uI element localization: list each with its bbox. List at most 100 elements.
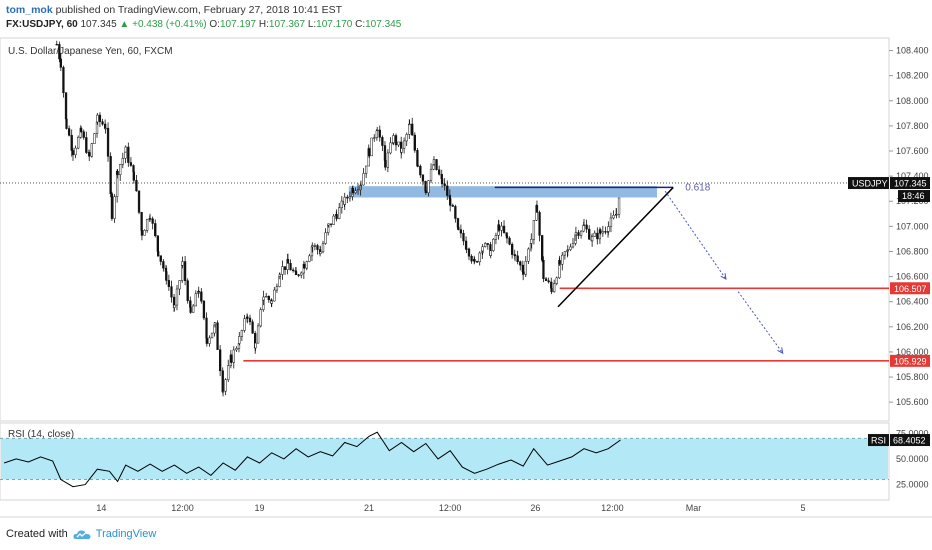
open-label: O:: [209, 19, 220, 30]
rsi-tag-label: RSI: [871, 436, 886, 446]
candle-body: [208, 337, 211, 344]
time-tick-label: 12:00: [439, 503, 462, 513]
fib-level-label: 0.618: [685, 182, 710, 193]
candle-body: [457, 226, 460, 230]
candle-body: [256, 325, 260, 344]
candle-body: [411, 123, 414, 136]
candle-body: [416, 150, 419, 166]
candle-body: [167, 280, 171, 287]
candle-body: [202, 300, 206, 319]
created-with-text: Created with: [6, 528, 68, 540]
candle-body: [437, 169, 441, 175]
candle-body: [408, 124, 411, 135]
candle-body: [159, 255, 162, 262]
candle-body: [376, 129, 379, 132]
tradingview-brand[interactable]: TradingView: [95, 528, 157, 540]
candle-body: [104, 127, 107, 130]
candle-body: [532, 219, 536, 240]
candle-body: [500, 225, 503, 231]
candle-body: [300, 272, 303, 276]
candle-body: [467, 248, 471, 257]
candle-body: [579, 230, 583, 236]
symbol-tag: [848, 177, 889, 190]
candle-body: [197, 291, 200, 293]
candle-body: [270, 300, 273, 304]
support-price-label: 106.507: [894, 284, 927, 294]
candle-body: [281, 266, 284, 275]
candle-body: [566, 249, 569, 251]
candle-body: [340, 200, 343, 209]
candle-body: [561, 254, 564, 265]
open-value: 107.197: [219, 19, 257, 30]
candle-body: [62, 67, 65, 93]
rsi-line: [3, 431, 621, 488]
candle-body: [154, 223, 157, 236]
publish-info: published on TradingView.com, February 2…: [55, 4, 343, 16]
candle-body: [88, 152, 91, 157]
footer: Created with TradingView: [6, 528, 156, 540]
candle-body: [462, 232, 465, 242]
candle-body: [135, 180, 138, 192]
price-tick-label: 105.800: [896, 372, 929, 382]
candle-body: [327, 223, 330, 226]
candle-body: [478, 252, 481, 263]
candle-body: [151, 218, 154, 224]
candle-body: [210, 332, 214, 339]
candle-body: [224, 379, 227, 392]
candle-body: [541, 235, 544, 261]
candle-body: [129, 162, 133, 166]
candle-body: [362, 173, 365, 186]
candle-body: [303, 263, 306, 269]
candle-body: [156, 235, 159, 252]
candle-body: [55, 44, 58, 46]
candle-body: [588, 228, 591, 240]
candle-body: [82, 131, 85, 138]
candle-body: [74, 147, 77, 156]
support-price-tag: [890, 354, 930, 367]
candle-body: [569, 246, 572, 250]
last-price: 107.345: [80, 19, 117, 30]
candle-body: [421, 174, 425, 182]
symbol-line: FX:USDJPY, 60 107.345 ▲ +0.438 (+0.41%) …: [6, 19, 401, 30]
candle-body: [283, 266, 287, 270]
candle-body: [475, 261, 479, 263]
candle-body: [246, 316, 249, 319]
up-arrow-icon: ▲: [119, 19, 130, 30]
candle-body: [324, 232, 327, 244]
projection-arrowhead: [720, 273, 727, 281]
candles-group: [55, 40, 621, 397]
candle-body: [109, 156, 112, 194]
countdown-label: 18:46: [902, 191, 925, 201]
low-value: 107.170: [316, 19, 353, 30]
candle-body: [392, 135, 395, 143]
candle-body: [386, 152, 390, 168]
price-change: +0.438 (+0.41%): [132, 19, 207, 30]
candle-body: [585, 224, 588, 230]
rsi-title: RSI (14, close): [8, 429, 74, 440]
candle-body: [248, 317, 252, 323]
candle-body: [113, 196, 116, 219]
price-tick-label: 107.400: [896, 171, 929, 181]
candle-body: [497, 224, 500, 231]
candle-body: [321, 243, 325, 253]
candle-body: [286, 259, 290, 264]
candle-body: [59, 58, 62, 68]
candle-body: [367, 148, 371, 157]
candle-body: [432, 159, 436, 165]
candle-body: [604, 231, 607, 233]
candle-body: [582, 224, 586, 226]
price-pane-frame: [0, 37, 890, 422]
candle-body: [443, 183, 446, 187]
author-link[interactable]: tom_mok: [6, 4, 53, 16]
price-tick-label: 106.600: [896, 272, 929, 282]
candle-body: [516, 255, 519, 262]
candle-body: [175, 288, 179, 306]
candle-body: [101, 121, 104, 125]
price-tick-label: 105.600: [896, 397, 929, 407]
candle-body: [456, 218, 460, 228]
price-tick-label: 107.600: [896, 146, 929, 156]
candle-body: [524, 260, 527, 275]
candle-body: [181, 261, 184, 266]
candle-body: [213, 322, 217, 326]
